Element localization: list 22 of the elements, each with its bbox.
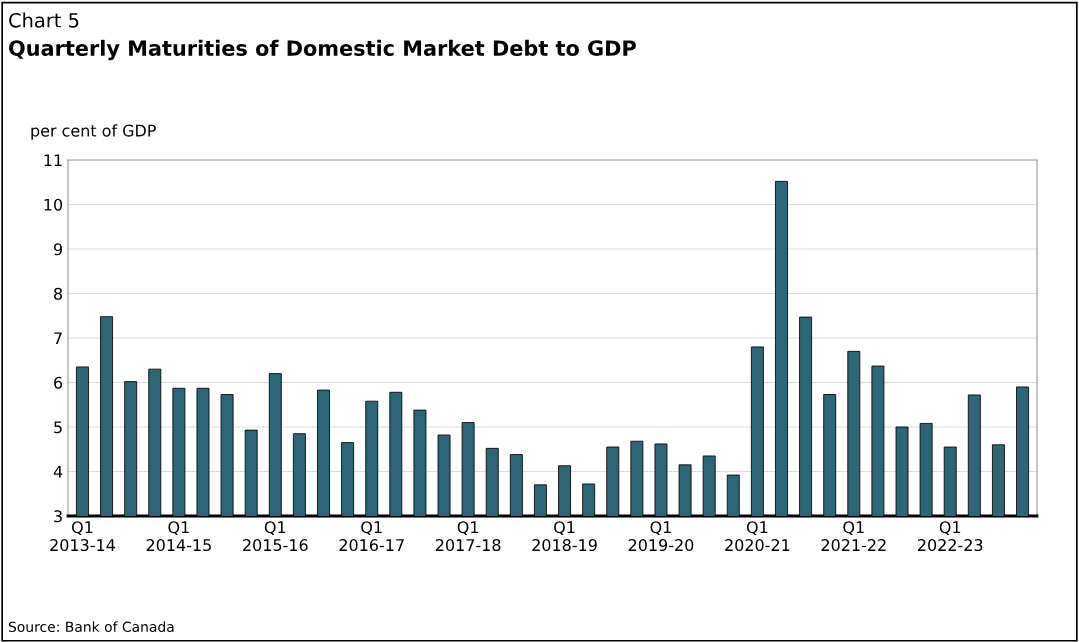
x-tick-label: Q1 2018-19: [532, 521, 597, 552]
y-tick-label: 5: [54, 421, 62, 434]
y-tick-label: 11: [44, 154, 62, 167]
chart-title: Quarterly Maturities of Domestic Market Debt to GDP: [9, 39, 636, 61]
y-tick-label: 4: [53, 465, 63, 478]
x-tick-label: Q1 2020-21: [725, 521, 790, 552]
x-tick-label: Q1 2014-15: [146, 521, 211, 552]
x-tick-label: Q1 2015-16: [243, 521, 308, 552]
y-tick-label: 6: [54, 376, 63, 389]
y-axis-title: per cent of GDP: [31, 124, 156, 140]
y-tick-label: 9: [53, 243, 63, 256]
x-tick-label: Q1 2017-18: [435, 521, 501, 552]
x-tick-label: Q1 2021-22: [821, 521, 886, 552]
x-tick-label: Q1 2016-17: [339, 521, 404, 552]
x-tick-label: Q1 2022-23: [918, 521, 983, 552]
y-tick-label: 8: [54, 287, 63, 300]
y-tick-label: 3: [54, 510, 62, 523]
y-tick-label: 7: [54, 332, 62, 345]
chart-subtitle: Chart 5: [9, 12, 79, 28]
source-note: Source: Bank of Canada: [8, 621, 174, 633]
x-tick-label: Q1 2019-20: [628, 521, 694, 552]
y-tick-label: 10: [44, 198, 63, 211]
